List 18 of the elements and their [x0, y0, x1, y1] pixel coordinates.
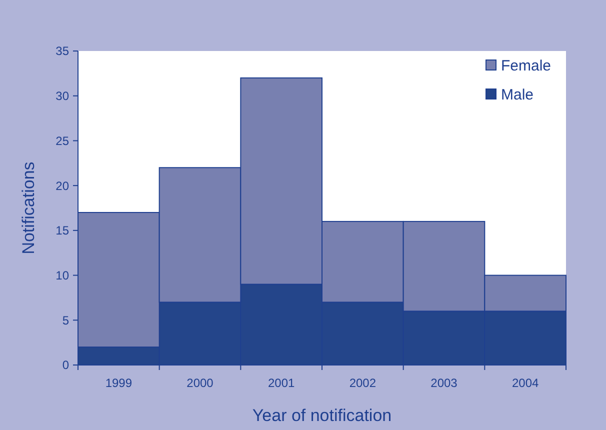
y-tick-label: 30 — [56, 89, 70, 104]
x-tick-label: 1999 — [105, 376, 132, 390]
y-tick-label: 20 — [56, 178, 70, 193]
y-tick-label: 25 — [56, 134, 70, 148]
x-tick-label: 2003 — [430, 376, 458, 390]
y-axis-title: Notifications — [19, 162, 38, 254]
x-axis-title: Year of notification — [252, 406, 392, 425]
y-tick-label: 5 — [62, 313, 70, 328]
y-tick-label: 15 — [56, 224, 70, 238]
x-tick-label: 2002 — [349, 376, 376, 390]
x-tick-label: 2000 — [186, 376, 214, 390]
y-tick-label: 10 — [56, 268, 70, 282]
legend-label: Female — [501, 57, 552, 74]
y-tick-label: 0 — [62, 358, 70, 372]
legend-label: Male — [501, 86, 534, 104]
y-tick-label: 35 — [56, 44, 70, 58]
x-tick-label: 2001 — [268, 376, 296, 390]
x-tick-label: 2004 — [512, 376, 540, 390]
